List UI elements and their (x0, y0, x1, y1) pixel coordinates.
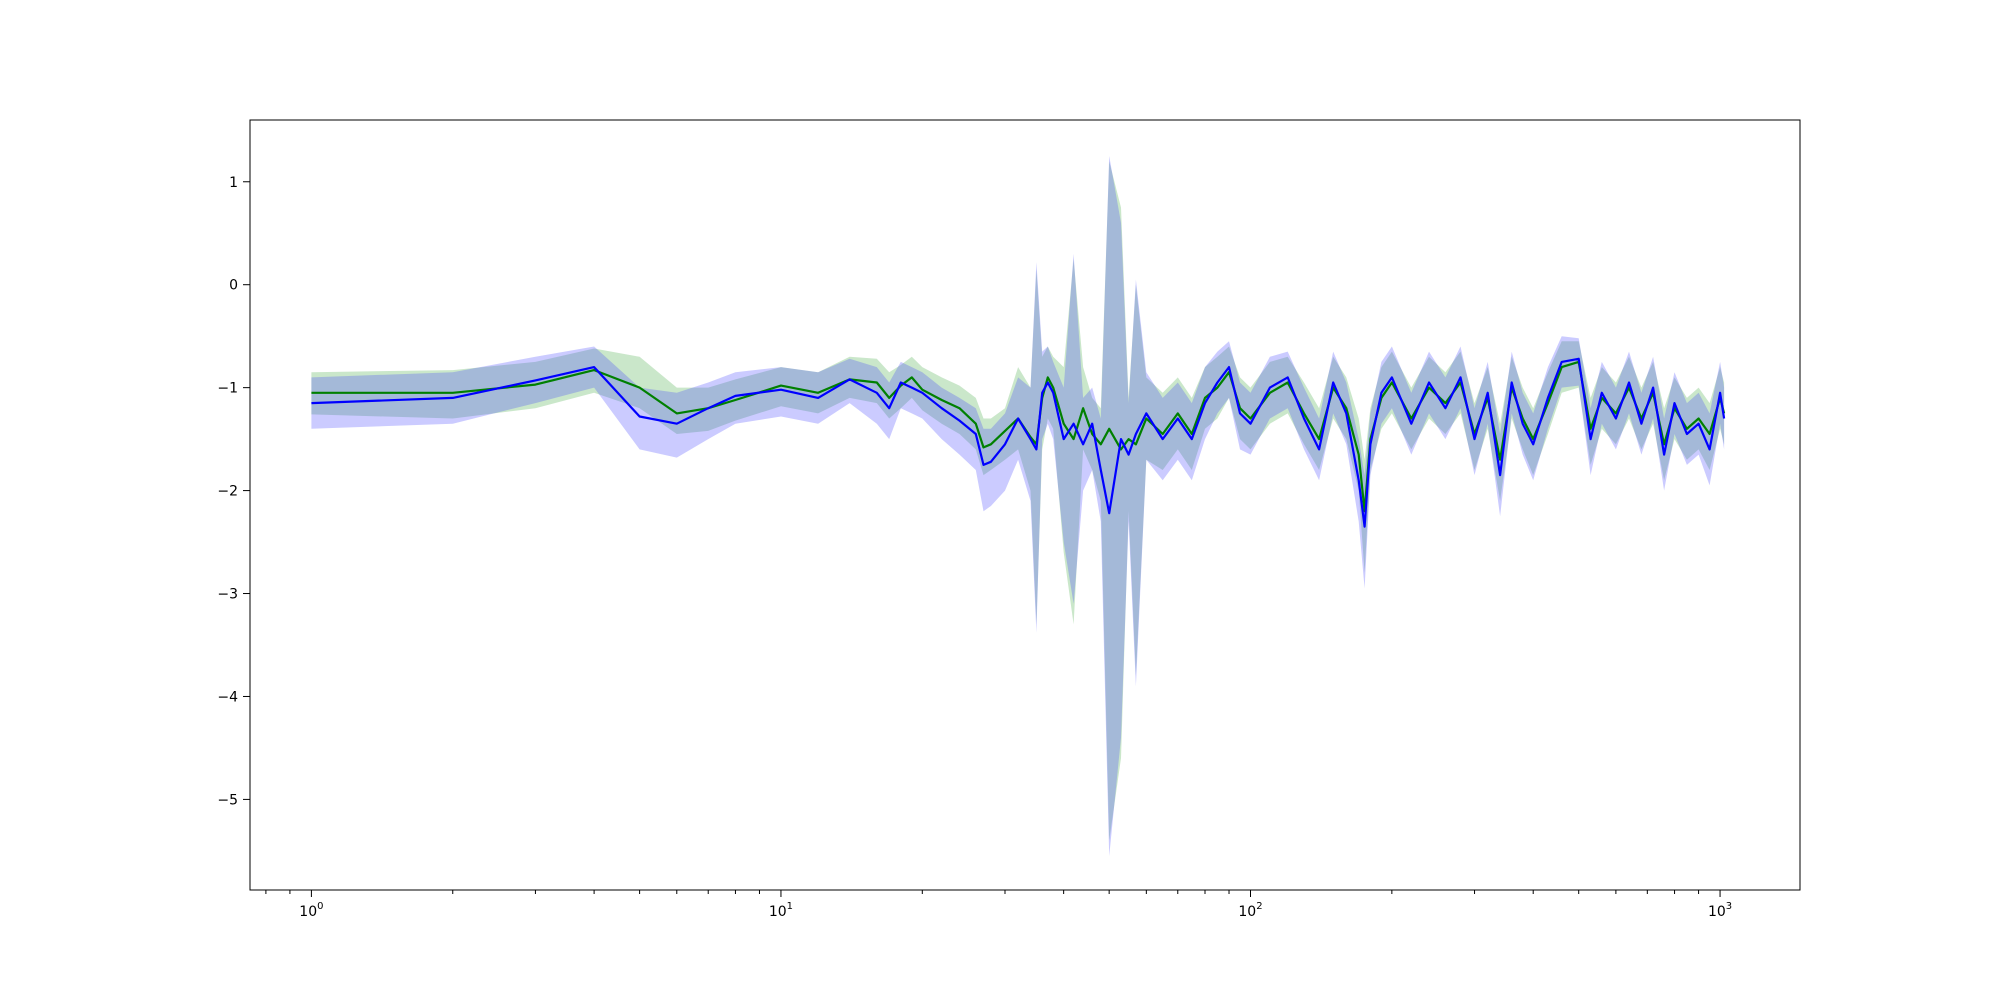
series-1-band (311, 161, 1725, 841)
y-tick-label: −1 (217, 381, 238, 397)
series-lines (311, 357, 1726, 528)
series-2-band (311, 156, 1725, 856)
x-tick-label: 101 (769, 901, 793, 920)
y-tick-label: 0 (229, 278, 238, 294)
x-tick-label: 102 (1238, 901, 1262, 920)
y-tick-label: −5 (217, 792, 238, 808)
x-tick-label: 100 (299, 901, 323, 920)
y-tick-label: 1 (229, 175, 238, 191)
y-tick-label: −4 (217, 689, 238, 705)
series-1-line (311, 360, 1726, 513)
y-axis: 1 0 −1 −2 −3 −4 −5 (217, 175, 250, 808)
x-tick-label: 103 (1708, 901, 1732, 920)
y-tick-label: −3 (217, 587, 238, 603)
plot-frame (249, 119, 1801, 891)
y-tick-label: −2 (217, 484, 238, 500)
confidence-bands (311, 156, 1725, 856)
series-2-line (311, 357, 1726, 528)
x-axis: 100 101 102 103 (265, 890, 1732, 920)
